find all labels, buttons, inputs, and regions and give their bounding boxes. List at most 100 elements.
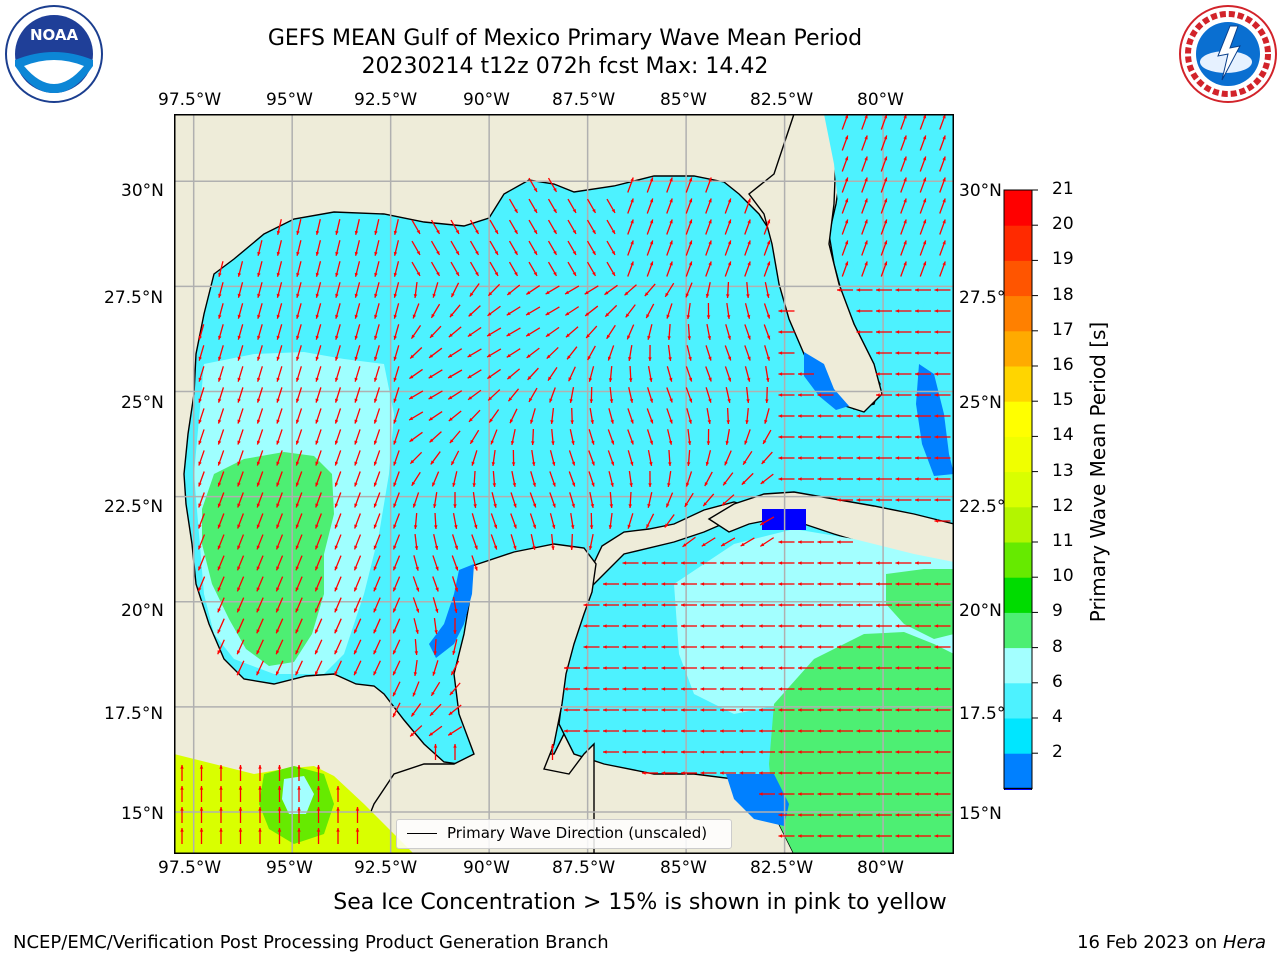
wave-arrow — [545, 306, 560, 316]
wave-arrow — [276, 408, 283, 424]
wave-arrow — [666, 303, 673, 319]
wave-arrow — [856, 750, 873, 754]
wave-arrow — [525, 327, 541, 337]
wave-arrow — [549, 492, 556, 508]
colorbar-bin — [1004, 330, 1032, 367]
wave-arrow — [706, 408, 711, 424]
wave-arrow — [486, 348, 502, 358]
wave-arrow — [411, 240, 421, 256]
wave-arrow — [217, 534, 225, 550]
wave-arrow — [199, 807, 204, 823]
wave-arrow — [837, 582, 853, 586]
lon-tick-top: 92.5°W — [354, 90, 418, 110]
wave-arrow — [856, 771, 873, 775]
wave-arrow — [934, 309, 951, 313]
wave-arrow — [744, 345, 751, 361]
wave-arrow — [856, 624, 873, 628]
wave-arrow — [334, 597, 342, 613]
wave-arrow — [856, 477, 873, 481]
wave-arrow — [218, 303, 224, 319]
wave-arrow — [686, 302, 691, 320]
wave-arrow — [374, 240, 380, 256]
wave-arrow — [837, 729, 853, 733]
wave-arrow — [411, 219, 421, 235]
colorbar-bin — [1004, 225, 1032, 261]
wave-arrow — [392, 576, 401, 592]
wave-arrow — [569, 429, 575, 445]
wave-arrow — [876, 351, 892, 355]
wave-arrow — [583, 624, 600, 628]
wave-arrow — [861, 198, 868, 214]
wave-arrow — [642, 666, 658, 670]
wave-arrow — [180, 786, 184, 802]
wave-arrow — [837, 498, 853, 502]
wave-arrow — [334, 660, 342, 676]
wave-arrow — [764, 408, 770, 424]
wave-arrow — [856, 456, 873, 460]
wave-arrow — [763, 219, 771, 235]
wave-arrow — [915, 771, 931, 775]
wave-arrow — [934, 435, 951, 439]
wave-arrow — [295, 576, 303, 592]
wave-arrow — [759, 603, 775, 607]
wave-arrow — [724, 345, 732, 361]
wave-arrow — [547, 219, 558, 235]
wave-arrow — [316, 807, 321, 823]
wave-arrow — [315, 513, 322, 529]
wave-arrow — [530, 408, 536, 424]
wave-arrow — [939, 177, 946, 193]
wave-arrow — [354, 408, 361, 424]
wave-arrow — [258, 786, 262, 802]
wave-arrow — [915, 477, 931, 481]
wave-arrow — [739, 750, 756, 754]
wave-arrow — [778, 372, 795, 376]
wave-arrow — [841, 198, 849, 214]
wave-arrow — [218, 345, 224, 361]
wave-arrow — [895, 288, 912, 292]
wave-arrow — [373, 555, 381, 571]
wave-arrow — [256, 429, 264, 445]
map-canvas — [174, 114, 954, 854]
wave-arrow — [180, 828, 184, 844]
wave-arrow — [900, 240, 907, 256]
wave-arrow — [374, 324, 380, 340]
wave-arrow — [373, 387, 381, 403]
wave-arrow — [237, 387, 244, 403]
wave-arrow — [895, 666, 912, 670]
wave-arrow — [682, 536, 696, 548]
wave-arrow — [701, 537, 716, 547]
wave-arrow — [547, 261, 558, 277]
wave-arrow — [564, 687, 580, 691]
wave-arrow — [778, 477, 795, 481]
wave-arrow — [335, 240, 341, 256]
wave-arrow — [762, 429, 772, 445]
period-band-green-caribbean — [769, 632, 954, 854]
colorbar-bin — [1004, 682, 1032, 719]
wave-arrow — [856, 582, 873, 586]
wave-arrow — [759, 537, 775, 547]
wave-arrow — [706, 324, 712, 340]
wave-arrow — [334, 387, 342, 403]
wave-arrow — [198, 366, 205, 382]
wave-arrow — [681, 603, 697, 607]
wave-arrow — [393, 513, 400, 529]
wave-arrow — [880, 219, 888, 235]
wave-arrow — [567, 219, 577, 235]
wave-arrow — [919, 261, 927, 277]
wave-arrow — [880, 261, 888, 277]
wave-arrow — [219, 828, 223, 844]
wave-arrow — [741, 472, 754, 486]
wave-arrow — [587, 345, 596, 361]
wave-arrow — [939, 135, 946, 151]
wave-arrow — [531, 428, 535, 446]
wave-arrow — [487, 368, 501, 380]
wave-arrow — [276, 282, 283, 298]
wave-arrow — [798, 393, 814, 397]
period-band-pacific-cyan — [282, 776, 314, 814]
lon-tick-bottom: 90°W — [463, 858, 510, 878]
wave-arrow — [939, 240, 946, 256]
wave-arrow — [661, 708, 678, 712]
wave-arrow — [919, 198, 927, 214]
wave-arrow — [642, 750, 658, 754]
wave-arrow — [622, 624, 639, 628]
